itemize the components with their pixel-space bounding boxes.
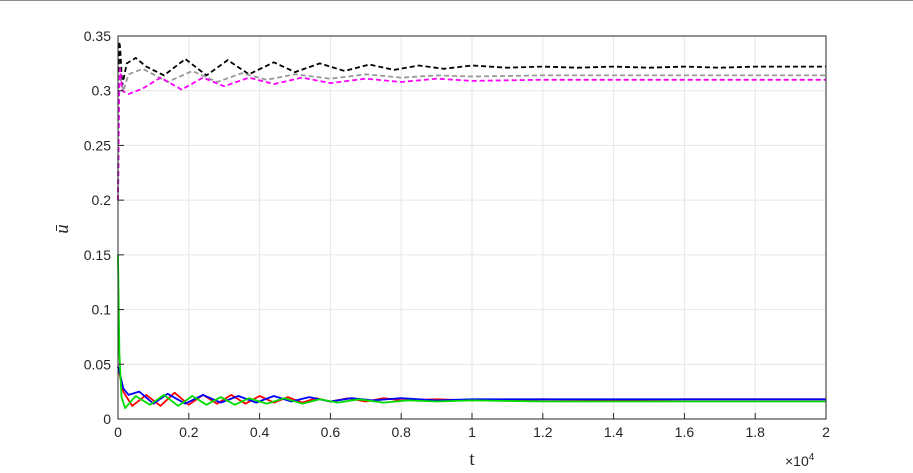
- x-tick-label: 0.6: [321, 424, 341, 440]
- x-tick-label: 1.4: [604, 424, 624, 440]
- y-tick-label: 0.2: [92, 192, 112, 208]
- series-line-1: [117, 40, 826, 201]
- y-tick-label: 0: [103, 411, 111, 427]
- x-tick-label: 1.8: [745, 424, 765, 440]
- x-axis-label: t: [469, 449, 475, 470]
- x-tick-label: 1: [468, 424, 476, 440]
- y-tick-label: 0.35: [84, 28, 111, 44]
- y-tick-label: 0.1: [92, 302, 112, 318]
- x-exponent: ×104: [785, 452, 815, 469]
- x-tick-label: 2: [822, 424, 830, 440]
- series-group: [117, 40, 826, 410]
- tick-marks: [117, 35, 827, 420]
- x-tick-label: 1.6: [675, 424, 695, 440]
- series-line-2: [117, 67, 826, 201]
- x-tick-labels: 0 0.2 0.4 0.6 0.8 1 1.2 1.4 1.6 1.8 2: [114, 424, 830, 440]
- y-tick-label: 0.15: [84, 247, 111, 263]
- series-line-6: [117, 254, 826, 410]
- x-exponent-base: ×10: [785, 453, 809, 469]
- x-tick-label: 0.4: [250, 424, 270, 440]
- y-axis-label: ū: [52, 224, 73, 234]
- grid: [117, 35, 827, 420]
- series-line-3: [117, 67, 826, 201]
- y-tick-label: 0.25: [84, 137, 111, 153]
- x-exponent-power: 4: [809, 452, 815, 463]
- x-tick-label: 0.2: [179, 424, 199, 440]
- x-tick-label: 0: [114, 424, 122, 440]
- y-tick-label: 0.05: [84, 356, 111, 372]
- x-tick-label: 0.8: [391, 424, 411, 440]
- x-tick-label: 1.2: [533, 424, 553, 440]
- y-tick-label: 0.3: [92, 83, 112, 99]
- y-tick-labels: 0 0.05 0.1 0.15 0.2 0.25 0.3 0.35: [84, 28, 111, 427]
